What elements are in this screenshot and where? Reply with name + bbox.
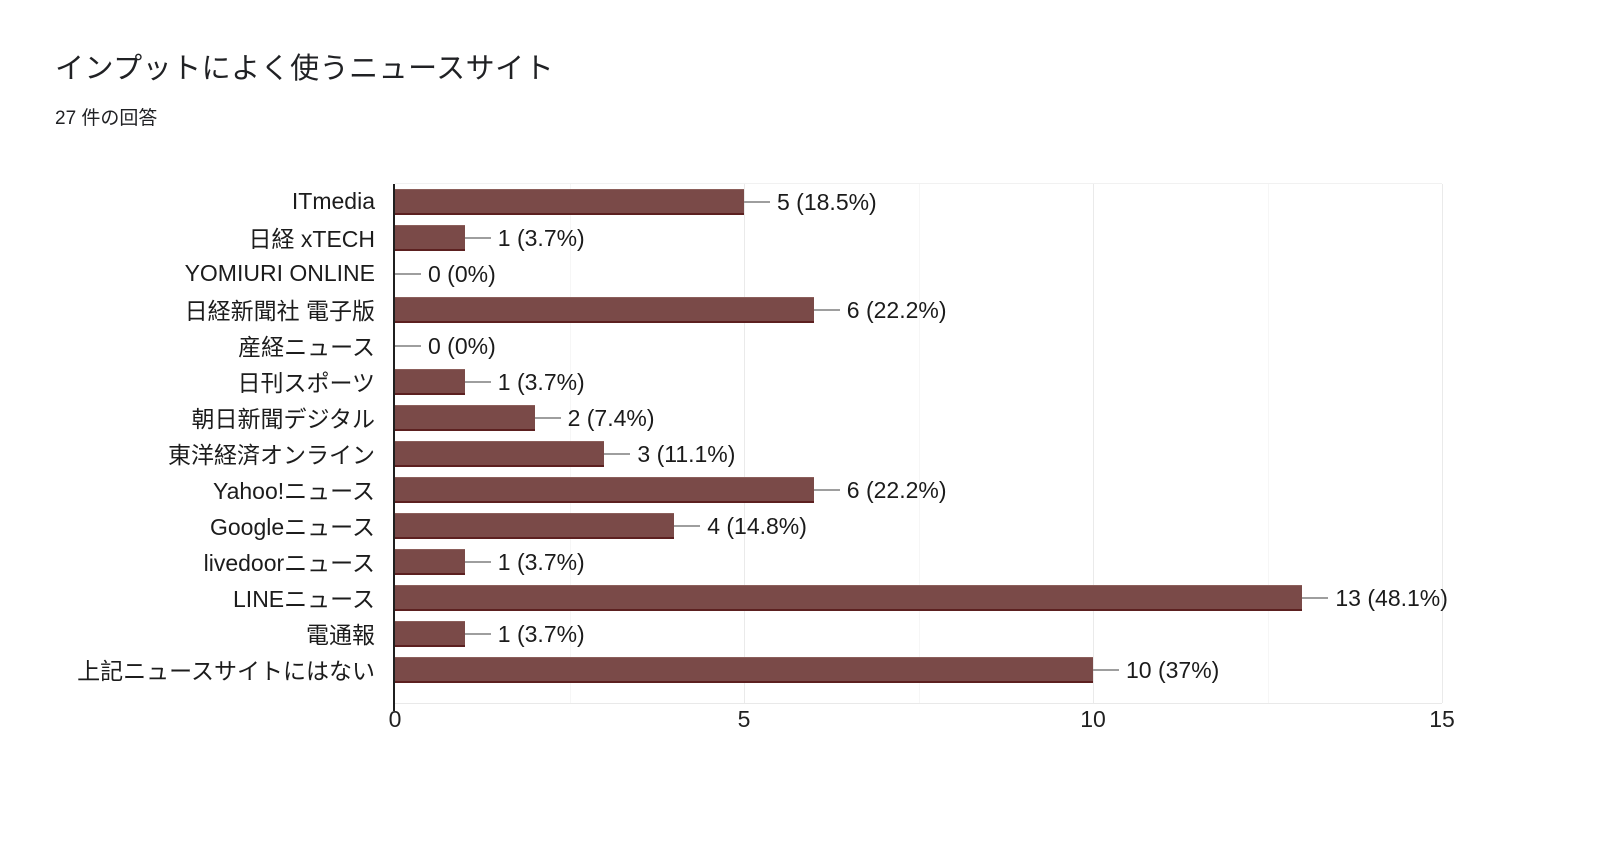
leader-line xyxy=(534,417,561,419)
x-tick-label-10: 10 xyxy=(1080,706,1106,732)
category-label: livedoorニュース xyxy=(203,550,375,576)
x-axis: 0 5 10 15 xyxy=(389,706,1455,736)
leader-line xyxy=(604,453,631,455)
value-label: 1 (3.7%) xyxy=(497,548,585,575)
chart-header: インプットによく使うニュースサイト 27 件の回答 xyxy=(55,52,554,130)
leader-line xyxy=(1093,669,1119,671)
value-label: 1 (3.7%) xyxy=(497,368,585,395)
category-label: 東洋経済オンライン xyxy=(168,442,375,468)
x-tick-label-15: 15 xyxy=(1429,706,1455,732)
category-label: Googleニュース xyxy=(209,514,375,540)
value-label: 2 (7.4%) xyxy=(567,404,655,431)
bar xyxy=(395,441,605,467)
value-label: 3 (11.1%) xyxy=(637,440,736,467)
bar xyxy=(395,585,1303,611)
chart-row: 3 (11.1%) xyxy=(395,436,1442,472)
value-label: 6 (22.2%) xyxy=(846,476,947,503)
response-count: 27 件の回答 xyxy=(55,107,158,129)
value-label: 6 (22.2%) xyxy=(846,296,947,323)
value-label: 4 (14.8%) xyxy=(707,512,807,539)
leader-line xyxy=(464,237,491,239)
category-label: 上記ニュースサイトにはない xyxy=(77,658,375,684)
bar xyxy=(395,549,465,575)
leader-line xyxy=(1302,597,1329,599)
category-label: 日経 xTECH xyxy=(248,226,376,252)
chart-row: 13 (48.1%) xyxy=(395,580,1448,616)
bar-chart-plot-area: 5 (18.5%) 1 (3.7%) 0 (0%) 6 (22.2%) 0 (0%) 1 … xyxy=(393,183,1448,711)
value-label: 0 (0%) xyxy=(428,332,496,359)
value-label: 10 (37%) xyxy=(1126,656,1220,683)
chart-row: 4 (14.8%) xyxy=(395,508,1442,544)
category-label: 朝日新聞デジタル xyxy=(191,406,375,432)
chart-row: 10 (37%) xyxy=(395,652,1442,688)
value-label: 1 (3.7%) xyxy=(497,224,585,251)
category-label: YOMIURI ONLINE xyxy=(184,259,375,286)
chart-row: 5 (18.5%) xyxy=(395,184,1442,220)
leader-line xyxy=(464,633,491,635)
gridline-15 xyxy=(1442,184,1443,703)
category-label: 産経ニュース xyxy=(238,334,375,360)
chart-row: 1 (3.7%) xyxy=(395,616,1442,652)
value-label: 0 (0%) xyxy=(428,260,496,287)
gridline-7.5 xyxy=(918,184,920,703)
bar xyxy=(395,369,465,395)
bar xyxy=(395,657,1093,683)
gridline-5 xyxy=(744,184,745,703)
x-tick-label-0: 0 xyxy=(388,706,402,732)
leader-line xyxy=(813,309,840,311)
category-label: 電通報 xyxy=(306,622,375,648)
value-label: 1 (3.7%) xyxy=(497,620,585,647)
category-label: 日経新聞社 電子版 xyxy=(184,298,375,324)
chart-row: 2 (7.4%) xyxy=(395,400,1442,436)
y-axis-line xyxy=(393,184,395,711)
chart-row: 0 (0%) xyxy=(395,328,1442,364)
chart-row: 0 (0%) xyxy=(395,256,1442,292)
bar xyxy=(395,225,465,251)
leader-line xyxy=(674,525,701,527)
leader-line xyxy=(464,381,491,383)
gridline-12.5 xyxy=(1267,184,1269,703)
category-label: Yahoo!ニュース xyxy=(212,478,375,504)
bar xyxy=(395,513,675,539)
bar xyxy=(395,297,814,323)
leader-line xyxy=(464,561,491,563)
value-label: 5 (18.5%) xyxy=(777,188,877,215)
x-tick-label-5: 5 xyxy=(737,706,751,732)
leader-line xyxy=(395,345,421,347)
category-label: ITmedia xyxy=(291,187,375,214)
bar xyxy=(395,189,744,215)
gridline-10 xyxy=(1093,184,1094,703)
category-label: 日刊スポーツ xyxy=(237,370,375,396)
chart-row: 1 (3.7%) xyxy=(395,544,1442,580)
chart-row: 6 (22.2%) xyxy=(395,292,1442,328)
bar xyxy=(395,405,535,431)
chart-title: インプットによく使うニュースサイト xyxy=(55,53,555,85)
category-label: LINEニュース xyxy=(233,586,375,612)
leader-line xyxy=(395,273,421,275)
chart-row: 1 (3.7%) xyxy=(395,220,1442,256)
leader-line xyxy=(813,489,840,491)
chart-row: 6 (22.2%) xyxy=(395,472,1442,508)
bar xyxy=(395,477,814,503)
value-label: 13 (48.1%) xyxy=(1335,584,1448,611)
leader-line xyxy=(744,201,770,203)
bar xyxy=(395,621,465,647)
chart-row: 1 (3.7%) xyxy=(395,364,1442,400)
